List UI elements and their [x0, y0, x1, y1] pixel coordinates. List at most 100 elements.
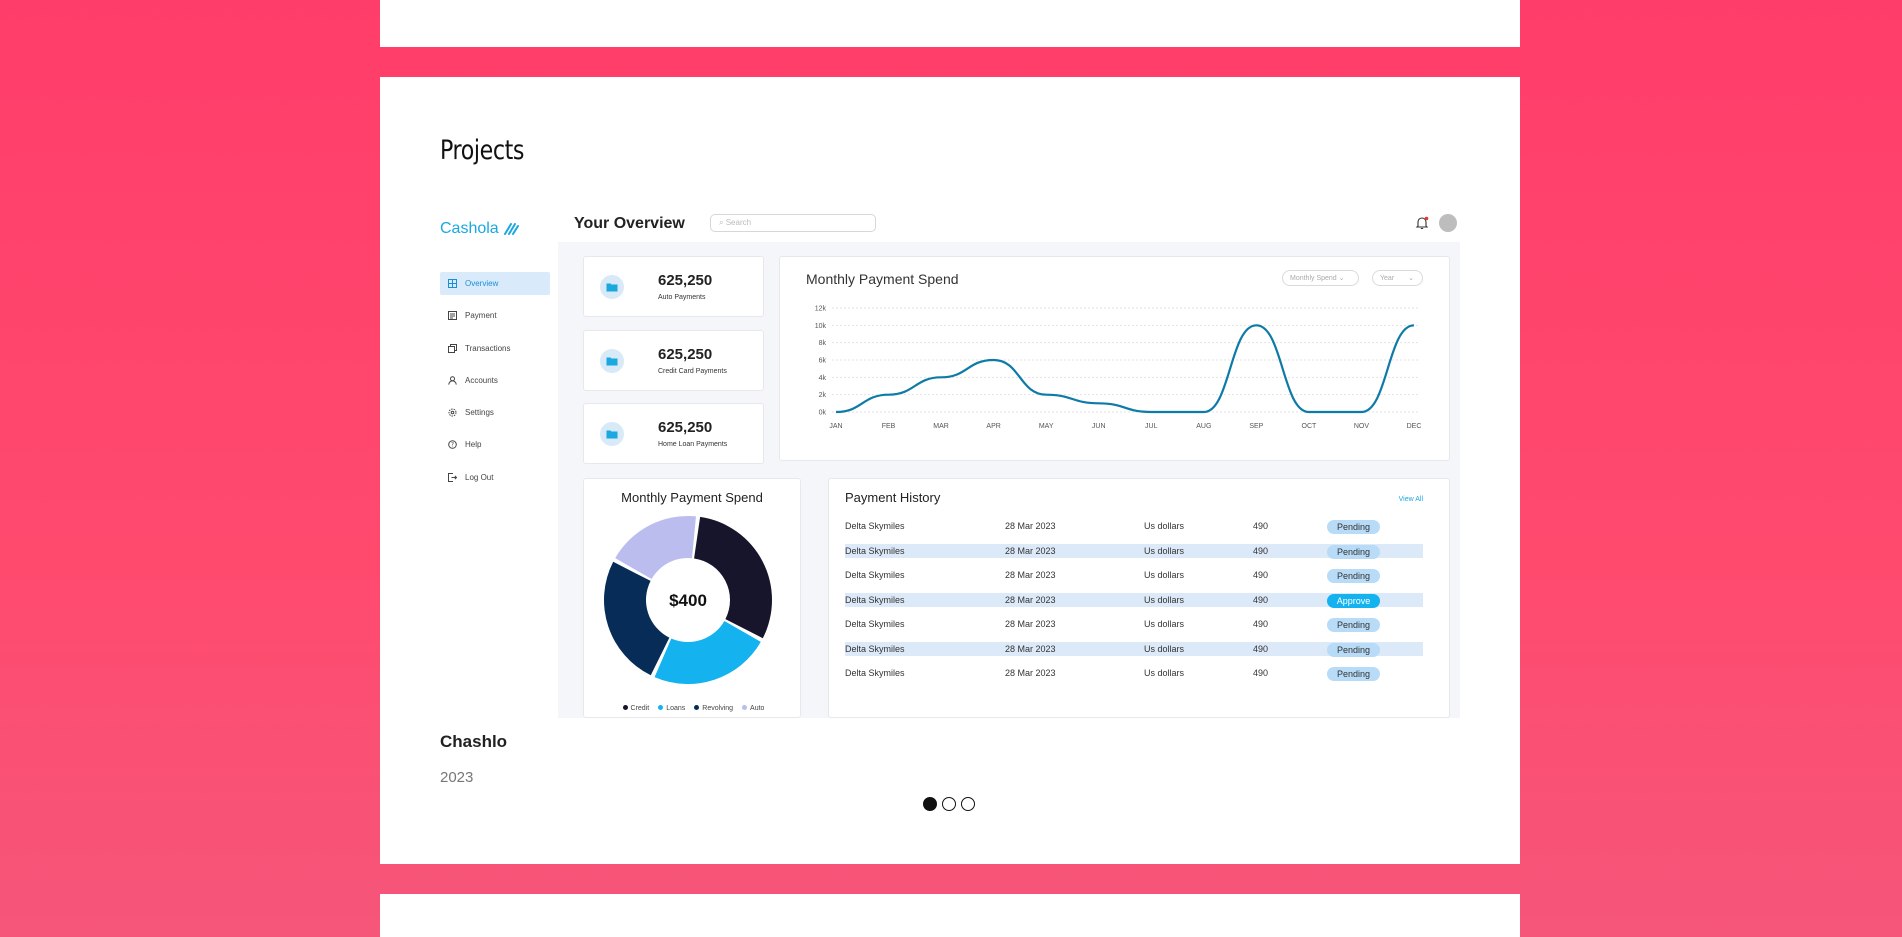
- line-chart-card: Monthly Payment Spend Monthly Spend ⌄ Ye…: [779, 256, 1450, 461]
- year-dropdown[interactable]: Year ⌄: [1372, 270, 1423, 286]
- status-badge: Pending: [1327, 520, 1380, 534]
- x-tick-label: JUL: [1145, 423, 1158, 430]
- stat-label: Home Loan Payments: [658, 441, 728, 448]
- legend-item: Credit: [620, 705, 649, 712]
- search-placeholder: Search: [725, 218, 752, 227]
- cell-amount: 490: [1253, 521, 1269, 531]
- folder-icon: [600, 422, 624, 446]
- table-row[interactable]: Delta Skymiles 28 Mar 2023 Us dollars 490 Pe…: [845, 512, 1423, 537]
- cell-currency: Us dollars: [1144, 545, 1185, 556]
- sidebar-item-accounts[interactable]: Accounts: [440, 369, 550, 392]
- sidebar-item-settings[interactable]: Settings: [440, 401, 550, 424]
- search-input[interactable]: ⌕ Search: [710, 214, 876, 232]
- status-badge: Pending: [1327, 618, 1380, 632]
- y-tick-label: 12k: [815, 306, 827, 313]
- table-row[interactable]: Delta Skymiles 28 Mar 2023 Us dollars 490 Ap…: [845, 586, 1423, 611]
- avatar[interactable]: [1439, 214, 1457, 232]
- cell-name: Delta Skymiles: [845, 545, 905, 556]
- stat-value: 625,250: [658, 419, 713, 436]
- legend-dot: [658, 705, 664, 710]
- table-row[interactable]: Delta Skymiles 28 Mar 2023 Us dollars 490 Pe…: [845, 635, 1423, 660]
- cell-date: 28 Mar 2023: [1005, 619, 1056, 629]
- notification-bell-icon[interactable]: [1415, 216, 1429, 235]
- x-tick-label: DEC: [1407, 423, 1422, 430]
- y-tick-label: 6k: [819, 358, 827, 365]
- cell-name: Delta Skymiles: [845, 521, 905, 531]
- cell-date: 28 Mar 2023: [1005, 570, 1056, 580]
- sidebar-item-label: Log Out: [465, 472, 494, 482]
- y-tick-label: 2k: [819, 392, 827, 399]
- x-tick-label: APR: [986, 423, 1000, 430]
- status-badge: Pending: [1327, 667, 1380, 681]
- table-row[interactable]: Delta Skymiles 28 Mar 2023 Us dollars 490 Pe…: [845, 561, 1423, 586]
- logout-icon: [448, 472, 457, 482]
- carousel-dot-2[interactable]: [942, 797, 956, 811]
- cell-name: Delta Skymiles: [845, 594, 905, 605]
- stat-card-auto[interactable]: 625,250 Auto Payments: [583, 256, 764, 317]
- x-tick-label: NOV: [1354, 423, 1370, 430]
- cell-currency: Us dollars: [1144, 668, 1185, 678]
- x-tick-label: AUG: [1196, 423, 1211, 430]
- help-icon: ?: [448, 440, 457, 450]
- payment-icon: [448, 311, 457, 321]
- sidebar-item-transactions[interactable]: Transactions: [440, 337, 550, 360]
- table-row[interactable]: Delta Skymiles 28 Mar 2023 Us dollars 490 Pe…: [845, 610, 1423, 635]
- cell-date: 28 Mar 2023: [1005, 521, 1056, 531]
- legend-item: Auto: [739, 705, 764, 712]
- sidebar-item-logout[interactable]: Log Out: [440, 466, 550, 489]
- view-all-link[interactable]: View All: [1398, 496, 1423, 503]
- cell-date: 28 Mar 2023: [1005, 594, 1056, 605]
- settings-icon: [448, 408, 457, 417]
- legend-dot: [622, 705, 628, 710]
- y-tick-label: 0k: [819, 410, 827, 417]
- project-name: Chashlo: [440, 732, 508, 751]
- sidebar-item-overview[interactable]: Overview: [440, 272, 550, 295]
- status-badge: Pending: [1327, 569, 1380, 583]
- project-screenshot[interactable]: Cashola Your Overview ⌕ Search Overview …: [440, 202, 1460, 718]
- chart-title: Monthly Payment Spend: [621, 490, 763, 505]
- cell-amount: 490: [1253, 594, 1269, 605]
- cell-name: Delta Skymiles: [845, 619, 905, 629]
- chevron-down-icon: ⌄: [1338, 275, 1345, 282]
- cell-currency: Us dollars: [1144, 521, 1185, 531]
- pie-slice-auto: [615, 516, 696, 580]
- stat-card-home-loan[interactable]: 625,250 Home Loan Payments: [583, 403, 764, 464]
- carousel-pagination: [923, 797, 975, 811]
- stat-value: 625,250: [658, 272, 713, 289]
- chart-legend: Credit Loans Revolving Auto: [584, 705, 800, 712]
- table-row[interactable]: Delta Skymiles 28 Mar 2023 Us dollars 490 Pe…: [845, 659, 1423, 684]
- cell-currency: Us dollars: [1144, 570, 1185, 580]
- stat-card-credit-card[interactable]: 625,250 Credit Card Payments: [583, 330, 764, 391]
- sidebar-item-label: Settings: [465, 408, 494, 418]
- status-badge: Pending: [1327, 544, 1380, 559]
- sidebar-item-label: Accounts: [465, 375, 498, 385]
- legend-item: Revolving: [691, 705, 733, 712]
- monthly-spend-dropdown[interactable]: Monthly Spend ⌄: [1282, 270, 1359, 286]
- accounts-icon: [448, 376, 457, 385]
- sidebar-item-label: Transactions: [465, 343, 511, 353]
- table-row[interactable]: Delta Skymiles 28 Mar 2023 Us dollars 490 Pe…: [845, 537, 1423, 562]
- carousel-dot-1[interactable]: [923, 797, 937, 811]
- cell-amount: 490: [1253, 570, 1269, 580]
- payment-history-table: Delta Skymiles 28 Mar 2023 Us dollars 490 Pe…: [845, 512, 1423, 684]
- y-tick-label: 8k: [819, 340, 827, 347]
- pie-slice-revolving: [604, 561, 670, 676]
- sidebar-item-label: Payment: [465, 311, 497, 321]
- donut-chart-card: Monthly Payment Spend $400 Credit Loans Re…: [583, 478, 801, 718]
- sidebar-item-help[interactable]: ? Help: [440, 433, 550, 456]
- carousel-dot-3[interactable]: [961, 797, 975, 811]
- sidebar-item-label: Overview: [465, 279, 499, 288]
- y-tick-label: 4k: [819, 375, 827, 382]
- line-chart: 0k 2k 4k 6k 8k 10k 12k JAN FEB MAR APR MAY JUN JUL AUG…: [815, 306, 1422, 431]
- legend-item: Loans: [655, 705, 685, 712]
- sidebar-item-payment[interactable]: Payment: [440, 304, 550, 327]
- pie-slice-loans: [654, 620, 761, 684]
- pie-slice-credit: [694, 516, 772, 639]
- cell-date: 28 Mar 2023: [1005, 668, 1056, 678]
- cell-date: 28 Mar 2023: [1005, 545, 1056, 556]
- cell-currency: Us dollars: [1144, 643, 1185, 654]
- x-tick-label: JAN: [829, 423, 842, 430]
- x-tick-label: FEB: [882, 423, 896, 430]
- donut-chart: $400: [604, 516, 772, 684]
- donut-center-label: $400: [669, 591, 707, 610]
